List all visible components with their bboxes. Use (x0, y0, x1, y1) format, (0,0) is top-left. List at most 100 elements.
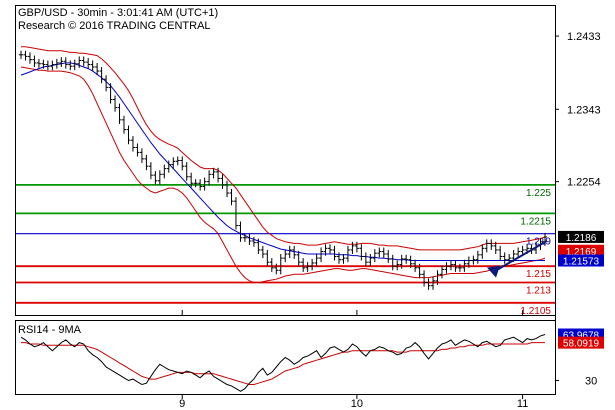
y-tick-label: 1.2343 (567, 104, 601, 116)
price-bar (126, 125, 131, 145)
price-bar (233, 197, 238, 230)
price-bar (260, 245, 265, 259)
price-bar (292, 245, 297, 259)
forecast-arrow-shaft (493, 240, 548, 273)
price-bar (27, 52, 32, 64)
price-bar (90, 60, 95, 72)
price-bar (23, 50, 28, 61)
price-bar (59, 57, 64, 67)
price-badge-red: 1.2169 (558, 244, 604, 258)
price-bars-layer (19, 50, 547, 290)
price-bar (139, 148, 144, 163)
price-bar (386, 249, 391, 263)
price-bar (395, 260, 400, 271)
price-bar (166, 160, 171, 173)
moving-average-line (20, 62, 545, 261)
price-bar (95, 62, 100, 76)
level-label-support-4: 1.213 (526, 285, 551, 296)
price-bar (180, 156, 185, 171)
price-bar (175, 156, 180, 166)
rsi-badge-label: 63.9678 (563, 331, 600, 342)
price-bar (377, 247, 382, 258)
bollinger-lower-line (20, 66, 546, 283)
price-bar (417, 263, 422, 279)
rsi-line (20, 334, 546, 392)
price-bar (220, 174, 225, 189)
price-bar (283, 249, 288, 263)
price-bar (108, 83, 113, 104)
price-bar (359, 244, 364, 261)
price-bar (19, 50, 23, 59)
price-bar (63, 57, 68, 69)
price-bar (457, 263, 462, 272)
price-bar (484, 239, 489, 253)
price-bar (36, 58, 41, 68)
price-bar (345, 245, 350, 263)
chart-header-credit: Research © 2016 TRADING CENTRAL (18, 20, 211, 32)
price-bar (247, 233, 252, 246)
y-ticks-layer: 1.2433 1.2343 1.2254 30 (555, 31, 601, 387)
price-bar (81, 56, 86, 67)
price-bar (381, 247, 386, 259)
price-bar (54, 58, 59, 69)
price-bar (431, 276, 436, 290)
price-bar (363, 252, 368, 267)
price-bar (368, 254, 373, 267)
price-bar (471, 255, 476, 265)
price-bar (274, 263, 279, 275)
price-bar (498, 245, 503, 261)
bollinger-upper-line (21, 46, 546, 251)
price-badge-label: 1.2169 (566, 247, 597, 258)
price-bar (413, 259, 418, 272)
price-bar (269, 258, 274, 272)
price-bar (162, 164, 167, 179)
price-bar (216, 167, 221, 183)
price-bar (45, 60, 50, 71)
price-bar (301, 258, 306, 272)
price-bar (104, 75, 109, 92)
price-badge-price: 1.2186 (558, 230, 604, 244)
price-bar (332, 245, 337, 261)
price-bar (502, 252, 507, 264)
price-bar (444, 262, 449, 274)
price-bar (466, 256, 471, 268)
price-bar (153, 171, 158, 185)
price-bar (480, 244, 485, 259)
price-bar (99, 66, 104, 84)
price-bar (278, 254, 283, 275)
x-tick-label: 10 (351, 398, 363, 410)
price-bar (135, 143, 140, 157)
price-bar (475, 250, 480, 264)
price-bar (225, 180, 230, 198)
price-bar (242, 233, 247, 242)
price-bar (310, 258, 315, 271)
y-tick-label: 1.2254 (567, 177, 601, 189)
forecast-arrow-head (487, 265, 500, 278)
price-bar (422, 270, 427, 287)
price-bar (41, 59, 46, 69)
rsi-y-tick-label: 30 (585, 375, 597, 387)
price-bar (193, 179, 198, 188)
price-badge-blue: 1.21573 (558, 254, 604, 268)
price-bar (462, 259, 467, 272)
levels-layer: 1.225 1.2215 1.219 1.215 1.213 1.2105 (16, 183, 555, 317)
price-bar (489, 239, 494, 250)
price-bar (426, 278, 431, 290)
x-tick-label: 11 (517, 398, 528, 410)
x-ticks-layer: 9 10 11 (179, 310, 528, 410)
level-label-resistance-1: 1.2215 (520, 216, 551, 227)
price-bar (211, 167, 216, 179)
price-bar (122, 115, 127, 134)
price-bar (202, 177, 207, 191)
price-bar (336, 252, 341, 264)
rsi-ma-line (21, 342, 545, 385)
price-bar (144, 154, 149, 171)
price-badge-label: 1.21573 (563, 257, 600, 268)
price-bar (77, 56, 82, 68)
price-bar (448, 260, 453, 271)
price-bar (130, 136, 135, 152)
price-bar (68, 60, 73, 71)
